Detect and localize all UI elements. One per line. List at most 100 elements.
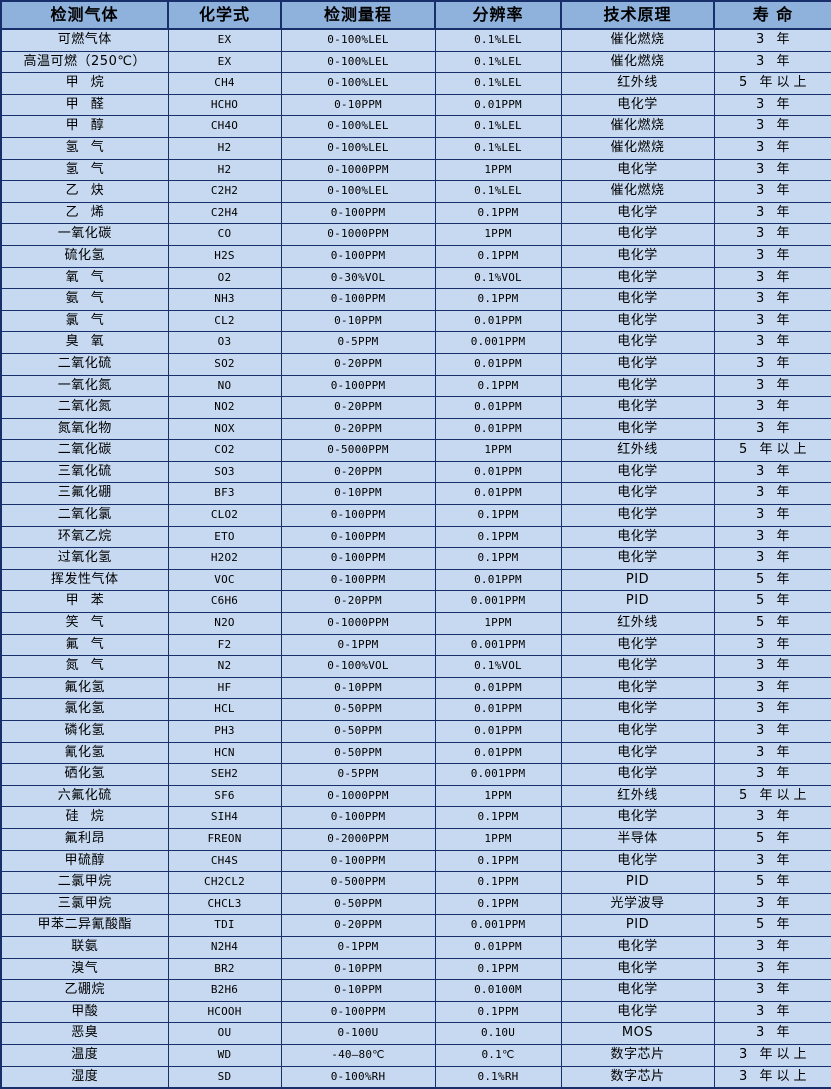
- cell-gas-name: 一氧化碳: [1, 223, 169, 246]
- cell-resolution: 0.1PPM: [435, 245, 562, 268]
- cell-resolution: 0.001PPM: [435, 763, 562, 786]
- cell-lifespan: 3 年: [714, 526, 831, 549]
- cell-detection-range: 0-100%VOL: [281, 655, 436, 678]
- cell-technology-principle: PID: [561, 590, 715, 614]
- cell-lifespan: 3 年: [714, 331, 831, 354]
- cell-chemical-formula: CL2: [168, 310, 282, 333]
- cell-resolution: 0.1%LEL: [435, 137, 562, 160]
- column-header-detection-range: 检测量程: [281, 1, 436, 30]
- cell-gas-name: 三氧化硫: [1, 461, 169, 484]
- cell-lifespan: 3 年: [714, 763, 831, 786]
- cell-technology-principle: 催化燃烧: [561, 51, 715, 74]
- cell-technology-principle: 电化学: [561, 159, 715, 182]
- cell-resolution: 0.1%LEL: [435, 115, 562, 138]
- cell-gas-name: 甲硫醇: [1, 850, 169, 873]
- cell-chemical-formula: F2: [168, 634, 282, 657]
- cell-detection-range: 0-100PPM: [281, 850, 436, 873]
- cell-technology-principle: 电化学: [561, 396, 715, 419]
- table-row: 二氧化氮 NO2 0-20PPM 0.01PPM 电化学 3 年: [1, 396, 831, 419]
- cell-lifespan: 3 年: [714, 202, 831, 225]
- cell-gas-name: 氢 气: [1, 159, 169, 182]
- cell-technology-principle: 电化学: [561, 850, 715, 873]
- cell-technology-principle: 电化学: [561, 547, 715, 570]
- cell-lifespan: 3 年以上: [714, 1066, 831, 1089]
- cell-resolution: 0.1PPM: [435, 504, 562, 527]
- cell-gas-name: 湿度: [1, 1066, 169, 1089]
- cell-gas-name: 乙 烯: [1, 202, 169, 225]
- cell-technology-principle: 催化燃烧: [561, 137, 715, 160]
- cell-technology-principle: 催化燃烧: [561, 115, 715, 138]
- cell-chemical-formula: CH4: [168, 72, 282, 95]
- cell-technology-principle: 电化学: [561, 526, 715, 549]
- cell-technology-principle: 催化燃烧: [561, 180, 715, 203]
- cell-resolution: 0.1PPM: [435, 1001, 562, 1024]
- cell-lifespan: 3 年: [714, 958, 831, 981]
- cell-resolution: 0.1PPM: [435, 871, 562, 894]
- cell-resolution: 0.1PPM: [435, 958, 562, 981]
- table-row: 氨 气 NH3 0-100PPM 0.1PPM 电化学 3 年: [1, 288, 831, 311]
- cell-lifespan: 3 年: [714, 396, 831, 419]
- cell-resolution: 0.1%VOL: [435, 655, 562, 678]
- cell-gas-name: 甲 苯: [1, 590, 169, 614]
- cell-detection-range: 0-1000PPM: [281, 612, 436, 635]
- cell-technology-principle: 电化学: [561, 936, 715, 959]
- cell-gas-name: 二氯甲烷: [1, 871, 169, 894]
- cell-detection-range: 0-100%LEL: [281, 137, 436, 160]
- cell-gas-name: 氧 气: [1, 267, 169, 290]
- cell-detection-range: 0-1PPM: [281, 634, 436, 657]
- cell-detection-range: 0-20PPM: [281, 396, 436, 419]
- cell-technology-principle: 红外线: [561, 439, 715, 462]
- table-row: 溴气 BR2 0-10PPM 0.1PPM 电化学 3 年: [1, 958, 831, 981]
- cell-resolution: 0.01PPM: [435, 461, 562, 484]
- cell-lifespan: 3 年: [714, 677, 831, 700]
- table-row: 过氧化氢 H2O2 0-100PPM 0.1PPM 电化学 3 年: [1, 547, 831, 570]
- cell-gas-name: 氮氧化物: [1, 418, 169, 441]
- table-row: 二氧化硫 SO2 0-20PPM 0.01PPM 电化学 3 年: [1, 353, 831, 376]
- cell-resolution: 0.01PPM: [435, 698, 562, 721]
- cell-chemical-formula: ETO: [168, 526, 282, 549]
- cell-gas-name: 可燃气体: [1, 29, 169, 52]
- cell-detection-range: 0-500PPM: [281, 871, 436, 894]
- cell-gas-name: 硅 烷: [1, 806, 169, 829]
- cell-technology-principle: 红外线: [561, 785, 715, 808]
- cell-detection-range: 0-20PPM: [281, 461, 436, 484]
- cell-resolution: 0.01PPM: [435, 418, 562, 441]
- cell-gas-name: 氯 气: [1, 310, 169, 333]
- table-row: 氮氧化物 NOX 0-20PPM 0.01PPM 电化学 3 年: [1, 418, 831, 441]
- cell-detection-range: 0-100%RH: [281, 1066, 436, 1089]
- cell-technology-principle: 电化学: [561, 288, 715, 311]
- cell-lifespan: 3 年: [714, 29, 831, 52]
- cell-gas-name: 温度: [1, 1044, 169, 1067]
- cell-technology-principle: PID: [561, 569, 715, 592]
- cell-technology-principle: 电化学: [561, 742, 715, 765]
- cell-lifespan: 3 年: [714, 698, 831, 721]
- table-row: 二氧化碳 CO2 0-5000PPM 1PPM 红外线 5 年以上: [1, 439, 831, 462]
- cell-detection-range: 0-100PPM: [281, 375, 436, 398]
- cell-chemical-formula: B2H6: [168, 979, 282, 1002]
- cell-detection-range: 0-10PPM: [281, 94, 436, 117]
- cell-chemical-formula: SIH4: [168, 806, 282, 829]
- cell-technology-principle: 电化学: [561, 245, 715, 268]
- cell-resolution: 0.1%LEL: [435, 51, 562, 74]
- cell-technology-principle: PID: [561, 914, 715, 937]
- cell-lifespan: 3 年: [714, 979, 831, 1002]
- cell-technology-principle: MOS: [561, 1022, 715, 1045]
- cell-detection-range: 0-100PPM: [281, 245, 436, 268]
- cell-detection-range: 0-50PPM: [281, 698, 436, 721]
- cell-chemical-formula: N2H4: [168, 936, 282, 959]
- cell-lifespan: 5 年以上: [714, 439, 831, 462]
- cell-detection-range: 0-30%VOL: [281, 267, 436, 290]
- cell-detection-range: 0-100PPM: [281, 569, 436, 592]
- cell-gas-name: 硫化氢: [1, 245, 169, 268]
- cell-chemical-formula: EX: [168, 51, 282, 74]
- cell-chemical-formula: PH3: [168, 720, 282, 743]
- cell-technology-principle: 电化学: [561, 720, 715, 743]
- table-row: 一氧化碳 CO 0-1000PPM 1PPM 电化学 3 年: [1, 223, 831, 246]
- cell-technology-principle: 电化学: [561, 806, 715, 829]
- cell-gas-name: 挥发性气体: [1, 569, 169, 592]
- cell-detection-range: 0-100%LEL: [281, 72, 436, 95]
- cell-chemical-formula: N2O: [168, 612, 282, 635]
- table-row: 温度 WD -40—80℃ 0.1℃ 数字芯片 3 年以上: [1, 1044, 831, 1067]
- table-row: 氮 气 N2 0-100%VOL 0.1%VOL 电化学 3 年: [1, 655, 831, 678]
- cell-chemical-formula: EX: [168, 29, 282, 52]
